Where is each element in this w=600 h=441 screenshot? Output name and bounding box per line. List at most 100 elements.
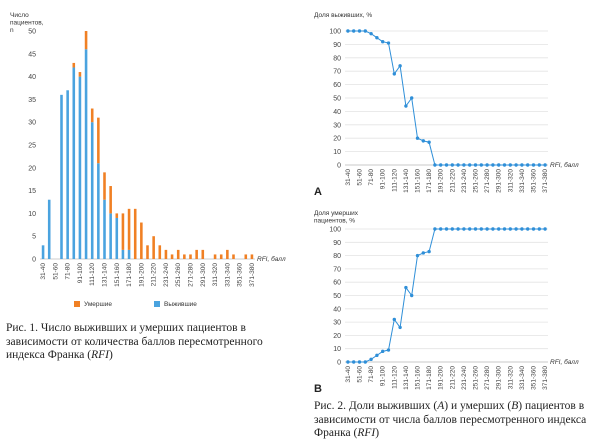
data-point	[468, 163, 472, 167]
bar-deceased	[201, 249, 205, 259]
bar-survived	[115, 217, 119, 259]
x-tick-label: 291-300	[496, 366, 503, 390]
y-tick-label: 40	[333, 306, 341, 313]
y-tick-label: 10	[333, 346, 341, 353]
x-tick-label: 271-280	[484, 366, 491, 390]
x-tick-label: 291-300	[496, 169, 503, 193]
y-tick-label: 90	[333, 42, 341, 49]
data-point	[410, 293, 414, 298]
data-point	[491, 227, 495, 231]
data-point	[357, 360, 362, 364]
data-point	[473, 163, 478, 167]
y-axis-label: Доля умерших пациентов, %	[314, 210, 359, 225]
data-point	[479, 227, 483, 231]
data-point	[514, 227, 518, 231]
data-point	[543, 163, 547, 167]
data-point	[357, 29, 362, 33]
y-tick-label: 25	[28, 143, 36, 150]
data-point	[531, 227, 536, 231]
data-point	[520, 163, 524, 167]
y-tick-label: 10	[28, 211, 36, 218]
data-point	[543, 227, 547, 231]
x-axis-label: RFI, балл	[257, 255, 286, 263]
data-point	[427, 249, 431, 254]
bar-deceased	[176, 249, 180, 259]
x-tick-label: 31-40	[345, 366, 352, 383]
legend-swatch-deceased	[74, 301, 80, 307]
data-point	[421, 251, 425, 255]
x-tick-label: 131-140	[102, 263, 109, 287]
x-tick-label: 331-340	[224, 263, 231, 287]
x-tick-label: 151-160	[114, 263, 121, 287]
x-tick-label: 211-220	[449, 169, 456, 193]
y-tick-label: 0	[337, 163, 341, 170]
bar-deceased	[90, 108, 94, 123]
bar-survived	[41, 245, 45, 259]
bar-deceased	[146, 245, 149, 259]
bar-deceased	[170, 254, 174, 259]
x-tick-label: 371-380	[249, 263, 256, 287]
data-point	[421, 139, 425, 143]
x-tick-label: 231-240	[163, 263, 170, 287]
x-tick-label: 51-60	[357, 366, 364, 383]
bar-survived	[109, 213, 112, 259]
bar-survived	[127, 249, 131, 259]
bar-deceased	[140, 222, 143, 259]
y-tick-label: 5	[32, 234, 36, 241]
figure-2a-line-chart: Доля выживших, % 0 10 20 30 40 50 60 70 80 90 100 31…	[314, 12, 579, 198]
x-tick-label: 31-40	[40, 263, 47, 280]
x-tick-label: 271-280	[188, 263, 195, 287]
data-point	[415, 136, 420, 140]
y-tick-label: 50	[333, 293, 341, 300]
x-tick-label: 91-100	[380, 169, 387, 190]
data-point	[410, 96, 414, 100]
y-tick-label: 30	[333, 320, 341, 327]
x-tick-label: 251-260	[473, 366, 480, 390]
y-tick-label: 50	[28, 29, 36, 36]
data-point	[462, 163, 466, 167]
data-point	[386, 41, 391, 45]
data-point	[392, 72, 396, 76]
x-tick-label: 191-200	[138, 263, 145, 287]
y-tick-label: 45	[28, 51, 36, 58]
x-tick-label: 51-60	[52, 263, 59, 280]
x-axis-label: RFI, балл	[550, 161, 579, 169]
figure-1-bar-chart: Число пациентов, n 0 5 10 15 20 25 30 35 40 45 50 31-4…	[10, 12, 286, 308]
x-tick-label: 211-220	[449, 366, 456, 390]
legend-swatch-survived	[154, 301, 160, 307]
data-point	[386, 348, 391, 352]
legend-label-deceased: Умершие	[84, 301, 112, 308]
x-tick-label: 251-260	[473, 169, 480, 193]
x-tick-label: 331-340	[519, 169, 526, 193]
x-tick-label: 71-80	[368, 169, 375, 186]
data-point	[485, 227, 489, 231]
bar-survived	[72, 67, 76, 259]
data-point	[369, 31, 373, 36]
bar-deceased	[164, 249, 168, 259]
bar-deceased	[183, 254, 186, 259]
data-point	[398, 325, 402, 330]
y-tick-label: 60	[333, 280, 341, 287]
bar-deceased	[133, 208, 137, 259]
data-point	[439, 163, 443, 167]
x-axis-label: RFI, балл	[550, 358, 579, 366]
x-tick-label: 191-200	[438, 366, 445, 390]
y-tick-label: 40	[28, 74, 36, 81]
x-tick-label: 171-180	[426, 169, 433, 193]
bar-deceased	[219, 254, 223, 259]
data-point	[514, 163, 518, 167]
bar-deceased	[250, 254, 254, 259]
y-tick-label: 30	[28, 120, 36, 127]
x-tick-label: 151-160	[415, 169, 422, 193]
x-tick-label: 131-140	[403, 366, 410, 390]
data-point	[526, 227, 530, 231]
x-tick-label: 91-100	[77, 263, 84, 284]
y-tick-label: 20	[333, 136, 341, 143]
bar-deceased	[121, 213, 125, 250]
bar-deceased	[103, 172, 106, 200]
data-point	[363, 29, 367, 33]
data-point	[537, 163, 541, 167]
data-point	[502, 163, 507, 167]
data-point	[491, 163, 495, 167]
y-tick-label: 90	[333, 240, 341, 247]
